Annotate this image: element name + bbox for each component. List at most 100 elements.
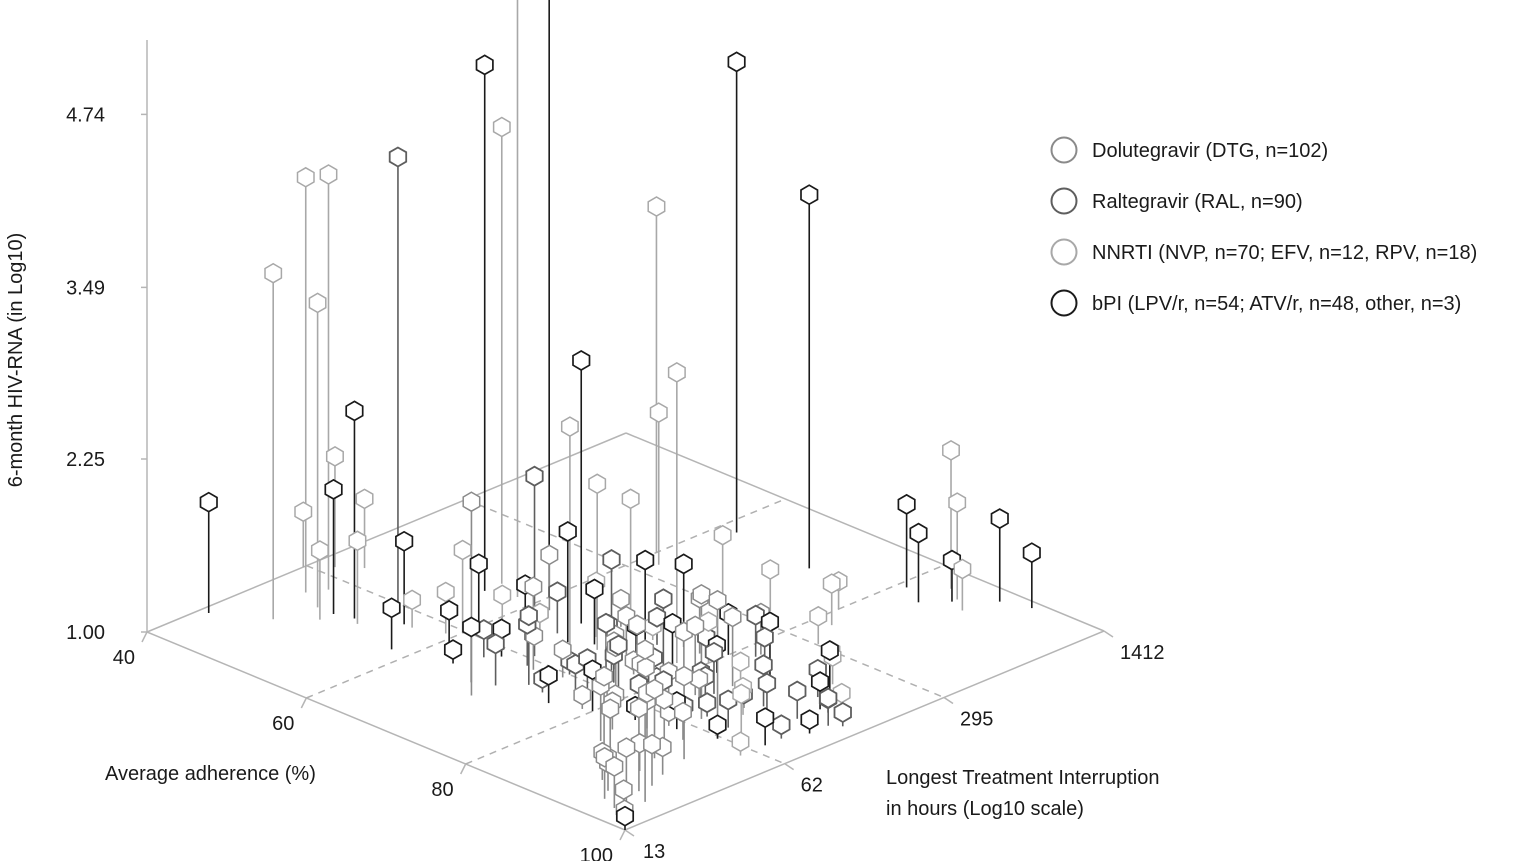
point-s1-0	[388, 146, 408, 168]
point-s2-37	[348, 530, 367, 552]
point-s2-16	[325, 446, 344, 467]
point-s2-19	[699, 611, 718, 632]
point-s1-35	[548, 581, 567, 603]
y-tick-mark-3	[1103, 630, 1114, 638]
point-s2-2	[264, 262, 283, 284]
point-s0-40	[524, 576, 543, 598]
point-s2-30	[761, 559, 780, 580]
point-s3-17	[990, 508, 1009, 530]
point-s0-2	[692, 584, 711, 605]
z-tick-label-3: 4.74	[66, 104, 105, 126]
point-s2-38	[403, 589, 422, 611]
point-s3-34	[756, 707, 775, 729]
point-s2-12	[942, 440, 960, 461]
point-s3-10	[395, 530, 414, 552]
point-s2-5	[492, 116, 511, 138]
point-s1-34	[833, 701, 852, 724]
point-s2-15	[294, 501, 313, 523]
y-tick-label-2: 295	[960, 708, 993, 730]
x-tick-label-3: 100	[580, 845, 613, 861]
x-tick-label-2: 80	[431, 779, 453, 801]
chart-floor	[146, 432, 1105, 831]
point-s1-19	[486, 633, 505, 655]
point-s2-17	[355, 488, 374, 510]
x-tick-mark-3	[619, 829, 626, 841]
legend-marker-1	[1050, 187, 1078, 215]
point-s2-0	[296, 166, 315, 188]
point-s3-20	[820, 640, 839, 661]
legend-label-0: Dolutegravir (DTG, n=102)	[1092, 140, 1328, 162]
x-tick-label-0: 40	[113, 647, 135, 669]
point-s1-25	[772, 714, 791, 736]
point-s0-39	[611, 588, 630, 610]
point-s1-18	[819, 687, 838, 709]
point-s2-22	[732, 683, 751, 705]
point-s2-11	[588, 473, 607, 495]
point-s0-13	[690, 668, 709, 690]
legend-label-3: bPI (LPV/r, n=54; ATV/r, n=48, other, n=…	[1092, 293, 1461, 315]
point-s3-15	[909, 522, 928, 544]
x-axis-label: Average adherence (%)	[105, 763, 316, 785]
x-tick-mark-1	[300, 697, 308, 709]
point-s1-3	[654, 588, 673, 610]
point-s0-42	[540, 544, 559, 566]
point-s2-29	[713, 524, 732, 546]
floor-grid-adherence-0	[306, 498, 786, 699]
point-s2-25	[809, 605, 828, 627]
point-s2-18	[667, 362, 686, 383]
point-s3-35	[440, 599, 459, 621]
floor-edge-front-right	[624, 630, 1105, 831]
floor-edge-back-left	[146, 432, 627, 633]
floor-grid-interruption-0	[306, 564, 785, 765]
x-axis: 40 60 80 100	[113, 631, 626, 861]
point-s1-12	[519, 605, 538, 627]
point-s3-5	[800, 184, 819, 206]
point-s3-19	[615, 805, 635, 827]
point-s3-14	[897, 493, 916, 515]
floor-edge-front-left	[146, 631, 626, 831]
point-s0-6	[673, 701, 692, 723]
y-tick-mark-1	[784, 763, 795, 771]
legend-marker-2	[1050, 238, 1078, 266]
z-tick-label-0: 1.00	[66, 622, 105, 644]
point-s0-3	[723, 606, 742, 628]
point-s2-3	[308, 292, 327, 314]
point-s3-1	[475, 54, 494, 76]
point-s2-9	[621, 488, 640, 510]
z-axis: 1.00 2.25 3.49 4.74	[66, 40, 148, 644]
point-s0-20	[614, 779, 633, 800]
point-s0-18	[628, 614, 647, 636]
point-s0-10	[617, 737, 636, 758]
x-tick-mark-2	[459, 763, 467, 775]
point-s3-27	[810, 671, 830, 693]
point-s3-23	[585, 578, 604, 600]
z-axis-label: 6-month HIV-RNA (in Log10)	[5, 233, 27, 488]
point-s3-38	[382, 597, 401, 619]
point-s3-0	[199, 491, 218, 513]
y-tick-label-0: 13	[643, 841, 665, 861]
point-s1-10	[754, 654, 773, 676]
floor-edge-back-right	[625, 432, 1105, 632]
point-s0-5	[643, 733, 661, 755]
point-s3-9	[345, 400, 364, 422]
point-s0-9	[708, 589, 727, 611]
point-s0-1	[675, 665, 694, 687]
floor-grid-adherence-1	[465, 564, 945, 765]
point-s2-13	[948, 492, 967, 513]
point-s1-16	[698, 692, 717, 714]
point-s0-25	[636, 657, 655, 678]
point-s2-32	[453, 539, 472, 561]
point-s2-1	[319, 164, 338, 185]
point-s3-13	[558, 521, 577, 542]
point-s1-39	[746, 604, 765, 626]
point-s3-6	[636, 549, 655, 571]
point-s1-5	[755, 626, 774, 648]
x-tick-mark-0	[141, 631, 148, 643]
point-s1-17	[757, 672, 777, 694]
point-s2-10	[560, 416, 579, 437]
point-s0-15	[645, 678, 664, 700]
point-s0-46	[553, 639, 572, 661]
point-s2-24	[822, 573, 841, 594]
point-s1-1	[525, 465, 544, 487]
legend-marker-0	[1050, 136, 1078, 164]
